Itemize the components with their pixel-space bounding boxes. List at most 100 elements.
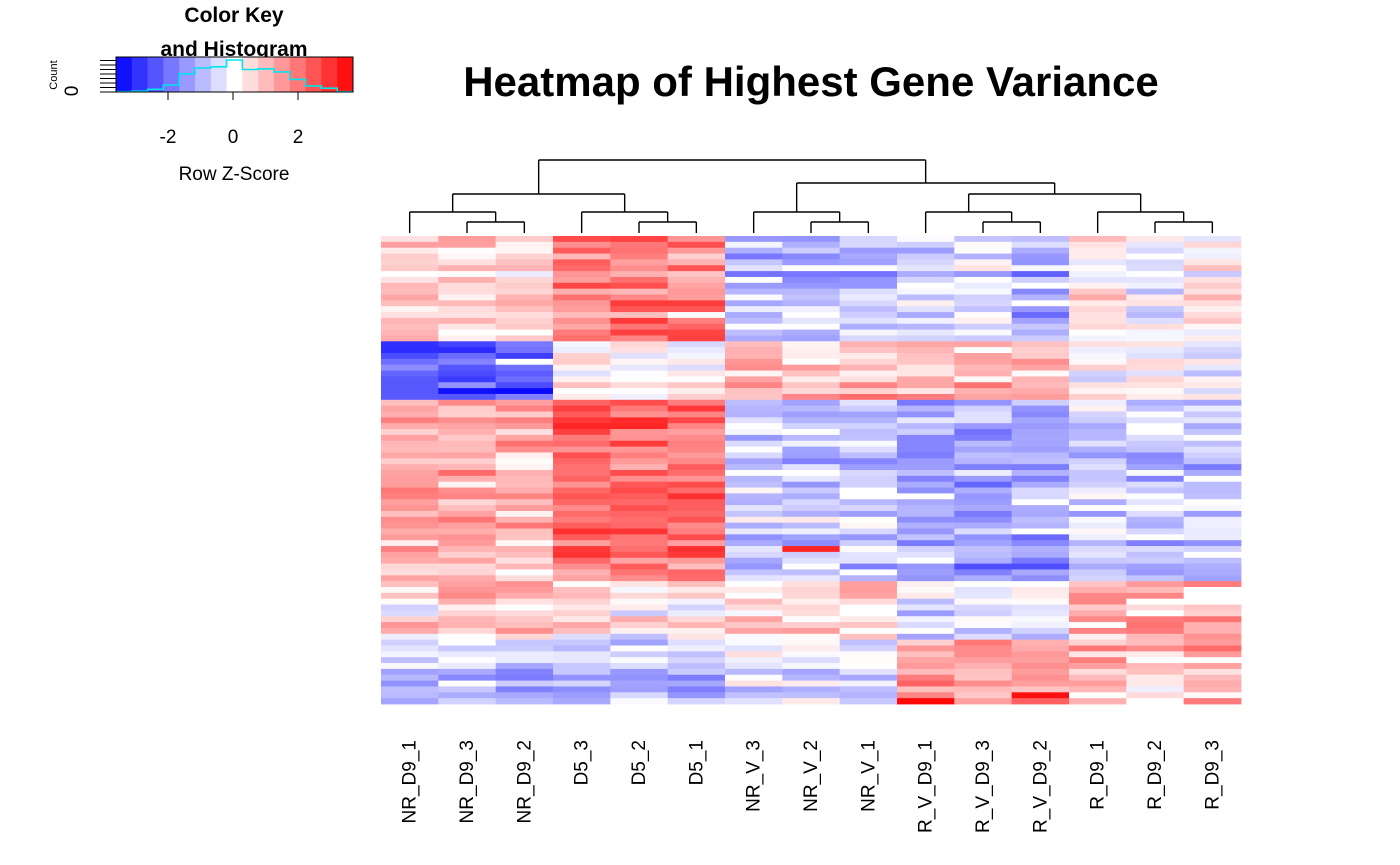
heatmap-cell xyxy=(495,627,554,635)
heatmap-cell xyxy=(782,271,841,278)
heatmap-cell xyxy=(667,312,726,319)
heatmap-cell xyxy=(1126,604,1185,611)
heatmap-cell xyxy=(1126,680,1185,687)
heatmap-cell xyxy=(1183,668,1242,676)
heatmap-cell xyxy=(438,668,497,676)
heatmap-cell xyxy=(438,452,497,459)
heatmap-cell xyxy=(667,505,726,512)
heatmap-cell xyxy=(1183,698,1242,705)
heatmap-cell xyxy=(1183,417,1242,424)
heatmap-cell xyxy=(897,493,955,500)
column-label: NR_D9_3 xyxy=(457,740,478,823)
heatmap-cell xyxy=(1011,405,1070,412)
heatmap-cell xyxy=(1011,388,1070,395)
heatmap-cell xyxy=(1126,358,1185,366)
heatmap-cell xyxy=(667,616,726,623)
heatmap-cell xyxy=(839,668,898,676)
heatmap-cell xyxy=(954,622,1013,629)
heatmap-cell xyxy=(1069,300,1127,307)
heatmap-cell xyxy=(1069,663,1127,670)
heatmap-cell xyxy=(839,335,898,342)
heatmap-cell xyxy=(610,522,669,529)
heatmap-cell xyxy=(438,540,497,547)
heatmap-cell xyxy=(1183,557,1242,564)
heatmap-cell xyxy=(667,452,726,459)
heatmap-cell xyxy=(438,388,497,395)
heatmap-cell xyxy=(1011,282,1070,290)
heatmap-cell xyxy=(667,587,726,594)
heatmap-cell xyxy=(553,276,611,284)
heatmap-cell xyxy=(553,657,611,664)
heatmap-cell xyxy=(1183,393,1242,401)
heatmap-cell xyxy=(1183,376,1242,383)
heatmap-cell xyxy=(610,411,669,418)
color-key-tick-label: 0 xyxy=(228,127,239,148)
heatmap-cell xyxy=(954,499,1013,506)
heatmap-cell xyxy=(1183,341,1242,348)
heatmap-cell xyxy=(897,300,955,307)
heatmap-cell xyxy=(438,417,497,424)
heatmap-cell xyxy=(782,581,841,588)
heatmap-cell xyxy=(381,399,439,407)
heatmap-cell xyxy=(1011,335,1070,342)
heatmap-cell xyxy=(553,317,611,325)
heatmap-cell xyxy=(1069,557,1127,564)
heatmap-cell xyxy=(438,276,497,284)
heatmap-cell xyxy=(1183,657,1242,664)
heatmap-cell xyxy=(725,668,783,676)
heatmap-cell xyxy=(381,440,439,447)
heatmap-cell xyxy=(1069,452,1127,459)
heatmap-cell xyxy=(610,598,669,605)
heatmap-cell xyxy=(839,651,898,658)
heatmap-cell xyxy=(1126,306,1185,313)
heatmap-cell xyxy=(725,598,783,605)
heatmap-cell xyxy=(897,475,955,483)
heatmap-cell xyxy=(495,622,554,629)
heatmap-cell xyxy=(954,627,1013,635)
heatmap-cell xyxy=(1126,592,1185,600)
heatmap-cell xyxy=(1183,464,1242,471)
heatmap-cell xyxy=(1069,481,1127,488)
heatmap-cell xyxy=(839,434,898,442)
heatmap-cell xyxy=(839,429,898,436)
heatmap-cell xyxy=(495,317,554,325)
heatmap-cell xyxy=(553,587,611,594)
heatmap-cell xyxy=(725,540,783,547)
heatmap-cell xyxy=(897,399,955,407)
heatmap-cell xyxy=(1011,271,1070,278)
heatmap-cell xyxy=(839,464,898,471)
heatmap-cell xyxy=(667,674,726,681)
heatmap-cell xyxy=(438,510,497,518)
heatmap-cell xyxy=(954,411,1013,418)
heatmap-cell xyxy=(667,651,726,658)
heatmap-cell xyxy=(495,692,554,699)
color-key-bin xyxy=(210,57,227,92)
heatmap-cell xyxy=(495,329,554,336)
heatmap-cell xyxy=(495,358,554,366)
heatmap-cell xyxy=(495,668,554,676)
heatmap-cell xyxy=(553,645,611,652)
heatmap-cell xyxy=(1183,429,1242,436)
heatmap-cell xyxy=(725,358,783,366)
heatmap-cell xyxy=(1183,569,1242,576)
heatmap-cell xyxy=(1011,347,1070,354)
heatmap-cell xyxy=(1011,569,1070,576)
heatmap-cell xyxy=(782,510,841,518)
heatmap-cell xyxy=(1011,668,1070,676)
heatmap-cell xyxy=(495,253,554,260)
heatmap-cell xyxy=(897,312,955,319)
heatmap-cell xyxy=(495,575,554,582)
heatmap-cell xyxy=(438,370,497,377)
heatmap-cell xyxy=(839,300,898,307)
color-key-tick-label: -2 xyxy=(160,127,177,148)
column-label: R_V_D9_3 xyxy=(973,740,994,833)
heatmap-cell xyxy=(1011,587,1070,594)
heatmap-cell xyxy=(553,253,611,260)
heatmap-cell xyxy=(553,475,611,483)
heatmap-cell xyxy=(1069,627,1127,635)
heatmap-cell xyxy=(954,300,1013,307)
heatmap-cell xyxy=(1011,686,1070,693)
heatmap-cell xyxy=(897,651,955,658)
heatmap-cell xyxy=(438,464,497,471)
heatmap-cell xyxy=(1126,464,1185,471)
